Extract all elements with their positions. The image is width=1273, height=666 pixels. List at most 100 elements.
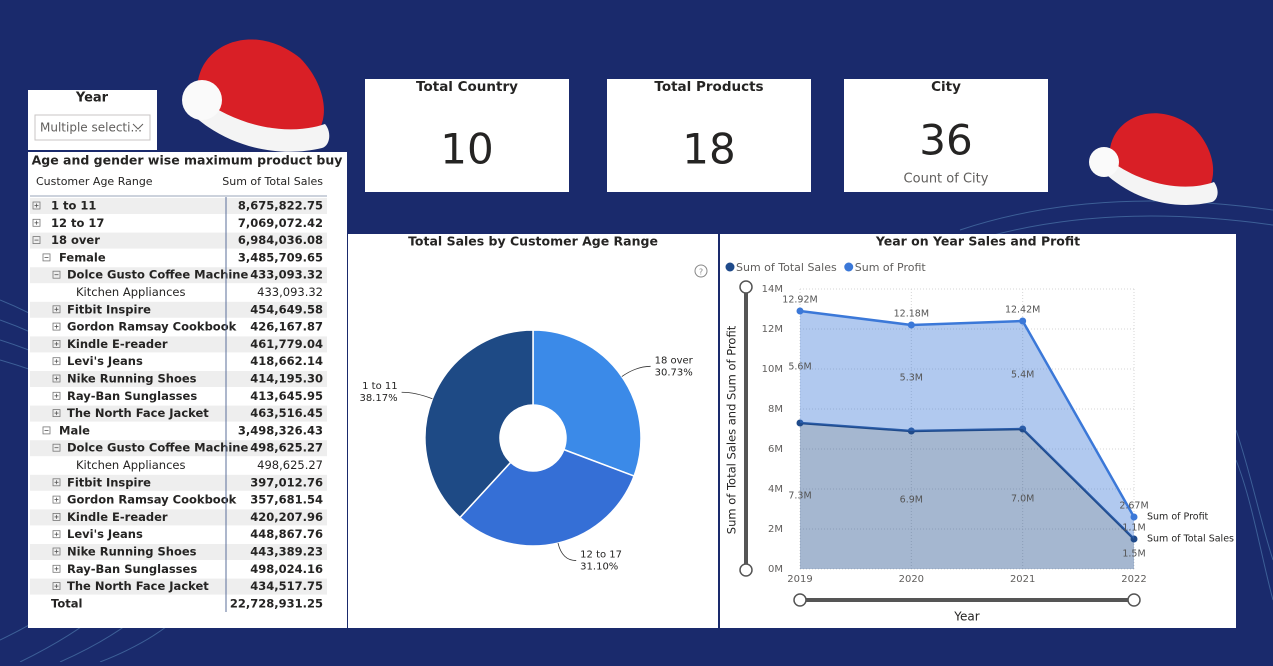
data-label: 1.1M	[1122, 523, 1145, 534]
matrix-title: Age and gender wise maximum product buy	[32, 153, 343, 168]
legend-label[interactable]: Sum of Profit	[855, 261, 927, 274]
row-value: 413,645.95	[250, 389, 323, 403]
row-band	[30, 267, 327, 284]
slice-value-label: 31.10%	[580, 562, 618, 573]
expand-icon[interactable]	[52, 564, 61, 573]
y-tick-label: 10M	[762, 364, 783, 375]
expand-icon[interactable]	[52, 530, 61, 539]
total-label: 2.67M	[1119, 501, 1148, 512]
expand-icon[interactable]	[32, 236, 41, 245]
y-tick-label: 4M	[768, 484, 783, 495]
total-label: 12.42M	[1005, 305, 1040, 316]
row-band	[30, 198, 327, 214]
row-value: 426,167.87	[250, 320, 323, 334]
expand-icon[interactable]	[42, 253, 51, 262]
expand-icon[interactable]	[52, 374, 61, 383]
expand-icon[interactable]	[52, 409, 61, 418]
expand-icon[interactable]	[52, 443, 61, 452]
donut-slice[interactable]	[532, 329, 642, 478]
row-label: Gordon Ramsay Cookbook	[67, 320, 237, 334]
expand-icon[interactable]	[42, 426, 51, 435]
row-value: 498,625.27	[257, 458, 323, 472]
total-label: 12.92M	[782, 295, 817, 306]
card-value: 10	[440, 125, 493, 174]
row-label: Levi's Jeans	[67, 527, 143, 541]
kpi-card	[607, 79, 811, 192]
slice-value-label: 30.73%	[655, 367, 693, 378]
row-band	[30, 578, 327, 595]
data-point[interactable]	[907, 321, 915, 329]
row-value: 3,498,326.43	[238, 423, 323, 437]
row-label: Fitbit Inspire	[67, 475, 151, 489]
row-label: Female	[59, 250, 106, 264]
row-band	[30, 544, 327, 560]
row-label: Male	[59, 423, 90, 437]
expand-icon[interactable]	[52, 582, 61, 590]
slice-label: 1 to 11	[362, 381, 397, 392]
row-value: 6,984,036.08	[238, 233, 323, 247]
row-label: Fitbit Inspire	[67, 302, 151, 316]
card-title: Total Products	[654, 79, 763, 95]
row-label: Total	[51, 596, 82, 610]
data-label: 1.5M	[1122, 549, 1145, 560]
expand-icon[interactable]	[52, 322, 61, 331]
row-value: 3,485,709.65	[238, 250, 323, 264]
slider-handle[interactable]	[1127, 593, 1141, 607]
expand-icon[interactable]	[52, 305, 61, 314]
row-label: Dolce Gusto Coffee Machine	[67, 441, 248, 455]
data-point[interactable]	[796, 307, 804, 315]
slider-handle[interactable]	[739, 280, 753, 294]
donut-slice[interactable]	[424, 329, 534, 519]
row-value: 443,389.23	[250, 545, 323, 559]
row-value: 498,024.16	[250, 562, 323, 576]
data-point[interactable]	[1130, 535, 1138, 543]
legend-label[interactable]: Sum of Total Sales	[736, 261, 837, 274]
expand-icon[interactable]	[52, 357, 61, 366]
expand-icon[interactable]	[52, 339, 61, 348]
row-value: 433,093.32	[257, 285, 323, 299]
slicer-value: Multiple selecti...	[40, 121, 142, 135]
expand-icon[interactable]	[32, 218, 41, 227]
expand-icon[interactable]	[32, 201, 41, 210]
y-tick-label: 2M	[768, 524, 783, 535]
row-value: 498,625.27	[250, 441, 323, 455]
row-value: 461,779.04	[250, 337, 323, 351]
slider-handle[interactable]	[739, 563, 753, 577]
row-band	[30, 371, 327, 387]
expand-icon[interactable]	[52, 513, 61, 521]
data-point[interactable]	[1019, 317, 1027, 325]
chart-title: Total Sales by Customer Age Range	[408, 234, 658, 249]
row-band	[30, 301, 327, 318]
row-label: Kitchen Appliances	[76, 458, 185, 472]
santa-hat	[182, 39, 330, 152]
data-point[interactable]	[796, 419, 804, 427]
expand-icon[interactable]	[52, 270, 61, 279]
y-tick-label: 14M	[762, 284, 783, 295]
y-tick-label: 8M	[768, 404, 783, 415]
help-icon-glyph: ?	[699, 268, 703, 277]
expand-icon[interactable]	[52, 547, 61, 556]
donut-slice[interactable]	[458, 448, 636, 547]
row-label: Kitchen Appliances	[76, 285, 185, 299]
expand-icon[interactable]	[52, 478, 61, 487]
help-icon[interactable]	[694, 264, 708, 278]
row-value: 454,649.58	[250, 302, 323, 316]
column-header: Sum of Total Sales	[222, 175, 323, 188]
expand-icon[interactable]	[52, 391, 61, 400]
slicer-dropdown[interactable]	[34, 114, 151, 141]
row-label: Dolce Gusto Coffee Machine	[67, 268, 248, 282]
row-label: Ray-Ban Sunglasses	[67, 389, 197, 403]
row-label: Nike Running Shoes	[67, 372, 197, 386]
row-label: The North Face Jacket	[67, 579, 209, 593]
series-line	[799, 309, 1136, 518]
data-point[interactable]	[907, 427, 915, 435]
row-label: The North Face Jacket	[67, 406, 209, 420]
data-point[interactable]	[1019, 425, 1027, 433]
y-tick-label: 12M	[762, 324, 783, 335]
leader-line	[401, 391, 433, 400]
slice-label: 18 over	[655, 355, 694, 366]
data-point[interactable]	[1130, 513, 1138, 521]
expand-icon[interactable]	[52, 495, 61, 504]
data-label: 5.3M	[900, 373, 923, 384]
slider-handle[interactable]	[793, 593, 807, 607]
